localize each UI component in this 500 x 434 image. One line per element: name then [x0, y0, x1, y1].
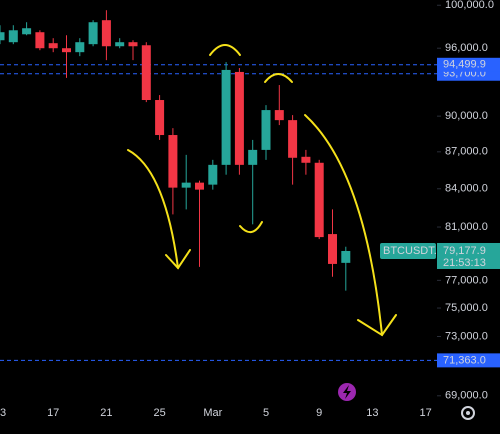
candle-body: [341, 250, 351, 263]
last-price-box: [437, 242, 500, 269]
price-label: 94,499.9: [443, 59, 486, 71]
y-tick-label: 73,000.0: [445, 330, 488, 342]
symbol-label: BTCUSDT.P: [383, 245, 444, 257]
annotation-curve: [239, 221, 263, 233]
price-label-box: [437, 57, 500, 72]
candle-body: [234, 71, 244, 165]
candle-body: [274, 110, 284, 121]
candle-body: [261, 110, 271, 150]
annotation-arrow: [357, 314, 397, 337]
candle-body: [248, 149, 258, 165]
annotation-arrow: [165, 249, 191, 270]
candle-body: [168, 135, 178, 188]
symbol-box: [380, 242, 436, 259]
candle-body: [35, 32, 45, 49]
y-tick-label: 90,000.0: [445, 110, 488, 122]
settings-gear: [461, 406, 475, 420]
plot: [0, 10, 437, 361]
price-label: 71,363.0: [443, 354, 486, 366]
candle-body: [314, 162, 324, 238]
candle-body: [208, 164, 218, 185]
y-tick-label: 69,000.0: [445, 390, 488, 402]
event-icon-bolt: [343, 385, 351, 399]
x-tick-label: 5: [263, 407, 269, 419]
x-tick-label: 17: [47, 407, 59, 419]
candle-body: [141, 45, 151, 101]
candle-body: [8, 30, 18, 43]
x-tick-label: 9: [316, 407, 322, 419]
y-tick-label: 84,000.0: [445, 183, 488, 195]
y-tick-label: 100,000.0: [445, 0, 494, 11]
last-price-label: 79,177.9: [443, 245, 486, 257]
settings-icon[interactable]: [461, 406, 475, 420]
y-tick-label: 96,000.0: [445, 42, 488, 54]
x-tick-label: 21: [100, 407, 112, 419]
candle-body: [88, 22, 98, 45]
countdown-label: 21:53:13: [443, 257, 486, 269]
candle-body: [288, 120, 298, 158]
candle-body: [22, 28, 32, 35]
y-tick-label: 75,000.0: [445, 302, 488, 314]
annotation-curve: [304, 114, 383, 336]
settings-gear-center: [466, 411, 470, 415]
candle-body: [221, 69, 231, 165]
x-tick-label: Mar: [203, 407, 222, 419]
candle-body: [62, 48, 71, 53]
x-tick-label: 13: [366, 407, 378, 419]
candle-body: [0, 32, 5, 41]
annotation-curve: [264, 73, 293, 83]
y-tick-label: 77,000.0: [445, 274, 488, 286]
candle-body: [115, 42, 125, 47]
candle-body: [195, 182, 204, 190]
candle-body: [155, 100, 165, 136]
price-label-box: [437, 353, 500, 368]
candle-body: [75, 42, 85, 53]
candle-body: [301, 156, 311, 163]
candle-body: [128, 42, 138, 47]
x-tick-label: 13: [0, 407, 6, 419]
x-tick-label: 25: [153, 407, 165, 419]
x-tick-label: 17: [419, 407, 431, 419]
y-tick-label: 81,000.0: [445, 221, 488, 233]
y-tick-label: 87,000.0: [445, 146, 488, 158]
candle-body: [48, 43, 58, 49]
candle-body: [181, 182, 191, 188]
annotation-curve: [209, 44, 241, 56]
candle-body: [101, 20, 111, 47]
annotation-curve: [127, 149, 179, 269]
candle-body: [328, 234, 337, 264]
annotations: [127, 44, 397, 337]
